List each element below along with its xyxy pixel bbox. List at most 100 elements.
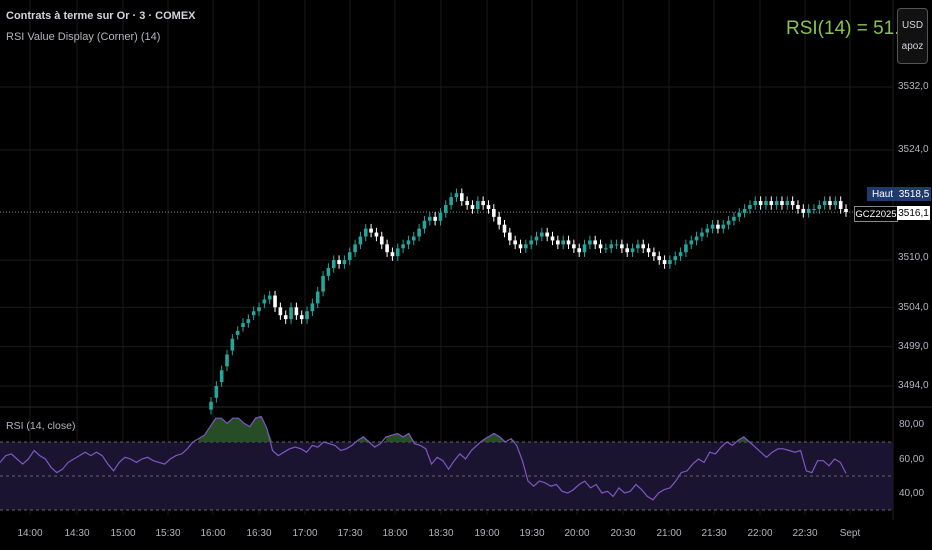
- candle: [374, 227, 379, 242]
- candle: [299, 310, 304, 324]
- rsi-line: [0, 415, 847, 501]
- candle: [625, 243, 630, 257]
- candle: [422, 216, 427, 234]
- candle: [321, 271, 325, 297]
- candle: [262, 294, 267, 309]
- rsi-tick-60: 60,00: [899, 454, 925, 465]
- candle: [817, 200, 822, 214]
- candle: [241, 318, 245, 332]
- currency-button[interactable]: USD apoz: [897, 8, 928, 64]
- time-tick-label: 21:30: [701, 528, 727, 539]
- candle: [235, 326, 240, 340]
- candle: [833, 196, 838, 210]
- time-tick-label: 16:00: [200, 528, 226, 539]
- candle: [273, 290, 277, 313]
- candle: [572, 239, 576, 254]
- symbol-tag: GCZ2025: [854, 206, 898, 222]
- candle: [705, 223, 710, 238]
- candle: [700, 227, 704, 242]
- candle: [257, 302, 261, 316]
- time-tick-label: 15:30: [155, 528, 181, 539]
- candle: [630, 243, 635, 257]
- candle: [721, 219, 726, 234]
- time-tick-label: 15:00: [110, 528, 136, 539]
- candle: [310, 298, 315, 316]
- candle: [401, 239, 405, 254]
- candle: [395, 243, 400, 261]
- candle: [411, 231, 416, 246]
- candle: [305, 306, 309, 324]
- candle: [342, 255, 347, 269]
- candle: [540, 227, 544, 242]
- candle: [774, 196, 779, 210]
- candle: [614, 239, 619, 250]
- candle: [545, 227, 549, 242]
- high-tag-value: 3518,5: [897, 187, 931, 201]
- candle: [454, 188, 459, 202]
- candle: [476, 196, 480, 214]
- candle: [492, 204, 496, 222]
- candle: [588, 235, 592, 250]
- candle: [662, 255, 667, 269]
- last-price-tag: 3516,1: [897, 206, 930, 220]
- candle: [785, 196, 790, 210]
- time-tick-label: 14:30: [64, 528, 90, 539]
- candle: [449, 192, 453, 210]
- candle: [294, 302, 299, 320]
- rsi-pane: [0, 415, 893, 511]
- candle: [646, 243, 651, 257]
- candle: [620, 239, 624, 254]
- candle: [609, 239, 614, 254]
- candle: [470, 200, 475, 214]
- candle: [710, 219, 715, 234]
- candle: [385, 239, 389, 257]
- candle: [481, 196, 485, 210]
- price-tick-3532: 3532,0: [898, 81, 929, 92]
- time-tick-label: 17:00: [292, 528, 318, 539]
- candle: [641, 239, 646, 254]
- indicator-legend[interactable]: RSI Value Display (Corner) (14): [6, 31, 161, 43]
- time-tick-label: 18:00: [382, 528, 408, 539]
- candle: [326, 263, 331, 281]
- candle: [438, 208, 443, 226]
- time-tick-label: 18:30: [428, 528, 454, 539]
- candle: [529, 235, 533, 250]
- candle: [790, 196, 795, 210]
- time-tick-label: Sept: [839, 528, 861, 539]
- candle: [230, 334, 235, 356]
- candle: [822, 196, 827, 210]
- candle: [390, 247, 395, 261]
- time-tick-label: 22:30: [792, 528, 818, 539]
- candle: [502, 219, 507, 238]
- candle: [582, 239, 587, 257]
- candle: [806, 204, 811, 218]
- price-candles: [209, 188, 848, 415]
- candle: [353, 239, 357, 257]
- candle: [668, 255, 672, 269]
- candle: [652, 247, 656, 261]
- candle: [427, 212, 432, 226]
- candle: [748, 200, 752, 214]
- candle: [289, 302, 293, 324]
- candle: [209, 397, 213, 415]
- candle: [780, 196, 784, 210]
- candle: [753, 196, 758, 210]
- time-tick-label: 21:00: [656, 528, 682, 539]
- candle: [769, 196, 774, 210]
- time-tick-label: 19:00: [474, 528, 500, 539]
- currency-label: USD: [901, 20, 924, 31]
- price-tick-3494: 3494,0: [898, 380, 929, 391]
- candle: [556, 235, 560, 250]
- candle: [534, 231, 539, 246]
- candle: [443, 200, 448, 218]
- candle: [358, 231, 363, 250]
- price-tick-3499: 3499,0: [898, 341, 929, 352]
- candle: [508, 227, 512, 246]
- candle: [598, 239, 603, 254]
- candle: [764, 196, 768, 210]
- rsi-legend[interactable]: RSI (14, close): [6, 420, 76, 432]
- candle: [433, 212, 437, 226]
- candle: [673, 251, 678, 265]
- rsi-tick-80: 80,00: [899, 419, 925, 430]
